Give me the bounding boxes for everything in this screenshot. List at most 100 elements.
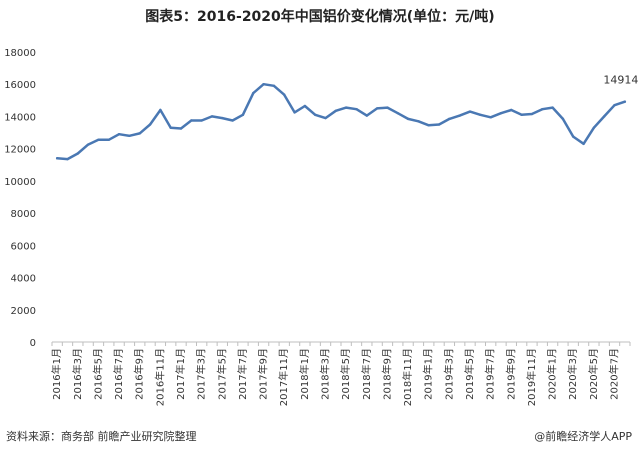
brand-credit: @前瞻经济学人APP [534, 430, 632, 443]
data-point [159, 108, 162, 112]
data-point [499, 112, 503, 115]
data-point [148, 123, 152, 126]
x-tick-label: 2016年1月 [50, 348, 63, 400]
x-tick-label: 2018年1月 [298, 348, 311, 400]
x-tick-label: 2017年5月 [215, 348, 228, 400]
data-point [231, 119, 234, 122]
data-point [344, 106, 348, 109]
data-point [468, 110, 472, 113]
data-point [252, 91, 255, 95]
data-point [520, 113, 523, 117]
data-point [623, 100, 627, 103]
data-point [572, 135, 575, 138]
data-point [613, 103, 616, 107]
data-point [283, 93, 286, 96]
y-tick-label: 12000 [4, 145, 36, 156]
y-tick-label: 4000 [11, 274, 36, 285]
x-tick-label: 2016年3月 [71, 348, 84, 400]
data-point [190, 119, 193, 122]
x-tick-label: 2020年5月 [587, 348, 600, 400]
data-point [489, 116, 492, 119]
x-tick-label: 2019年11月 [525, 348, 538, 406]
x-tick-label: 2016年5月 [91, 348, 104, 400]
x-tick-label: 2018年3月 [319, 348, 332, 400]
x-tick-label: 2019年1月 [422, 348, 435, 400]
x-tick-label: 2020年3月 [566, 348, 579, 400]
data-point [458, 114, 461, 117]
x-tick-label: 2018年7月 [360, 348, 373, 400]
data-point [313, 113, 317, 117]
data-point [437, 123, 441, 126]
data-point [541, 107, 544, 111]
data-point [262, 83, 265, 86]
y-tick-label: 0 [30, 338, 36, 349]
data-point [375, 107, 379, 110]
data-point [406, 117, 410, 121]
data-point [138, 132, 141, 135]
x-tick-label: 2018年11月 [401, 348, 414, 406]
x-tick-label: 2016年9月 [133, 348, 146, 400]
data-point [221, 116, 224, 120]
data-point [396, 112, 399, 115]
data-point [551, 106, 554, 109]
data-point [303, 104, 307, 108]
data-point [55, 157, 59, 160]
x-tick-label: 2018年9月 [380, 348, 393, 400]
data-point [210, 115, 214, 118]
data-point [107, 138, 110, 142]
data-point [76, 152, 80, 155]
data-point [293, 111, 296, 114]
data-point [200, 119, 203, 122]
data-point [169, 126, 172, 129]
data-point [86, 143, 90, 146]
x-tick-label: 2019年5月 [463, 348, 476, 400]
y-tick-label: 2000 [11, 306, 36, 317]
x-tick-label: 2017年7月 [236, 348, 249, 400]
x-tick-label: 2019年7月 [484, 348, 497, 400]
y-tick-label: 14000 [4, 112, 36, 123]
x-tick-label: 2019年3月 [442, 348, 455, 400]
y-tick-label: 10000 [4, 177, 36, 188]
data-point [128, 134, 131, 137]
data-point [324, 116, 327, 120]
chart-title: 图表5：2016-2020年中国铝价变化情况(单位：元/吨) [145, 9, 495, 25]
data-point [241, 113, 245, 117]
data-point [365, 114, 369, 117]
x-tick-label: 2017年9月 [257, 348, 270, 400]
y-tick-label: 18000 [4, 48, 36, 59]
data-label: 14914 [603, 74, 638, 87]
data-point [448, 117, 451, 121]
data-point [582, 142, 585, 146]
x-tick-label: 2020年1月 [546, 348, 559, 400]
data-point [66, 157, 69, 161]
data-point [510, 108, 513, 112]
data-point [355, 107, 358, 111]
data-point [427, 124, 430, 127]
x-tick-label: 2017年3月 [195, 348, 208, 400]
data-point [530, 112, 534, 116]
x-tick-label: 2017年11月 [277, 348, 290, 406]
x-tick-label: 2020年7月 [608, 348, 621, 400]
y-tick-label: 8000 [11, 209, 36, 220]
data-point [272, 84, 276, 88]
data-point [117, 132, 121, 136]
data-point [334, 109, 338, 113]
data-point [602, 115, 606, 118]
data-point [417, 120, 420, 123]
x-tick-label: 2018年5月 [339, 348, 352, 400]
x-tick-label: 2016年7月 [112, 348, 125, 400]
data-point [97, 138, 100, 142]
x-tick-label: 2019年9月 [504, 348, 517, 400]
data-point [561, 117, 565, 121]
data-point [479, 113, 482, 117]
y-tick-label: 16000 [4, 80, 36, 91]
aluminum-price-series-line [55, 82, 627, 161]
x-tick-label: 2017年1月 [174, 348, 187, 400]
y-tick-label: 6000 [11, 241, 36, 252]
source-note: 资料来源：商务部 前瞻产业研究院整理 [6, 430, 197, 443]
data-point [179, 127, 183, 130]
data-point [386, 106, 389, 109]
data-point [592, 126, 596, 129]
